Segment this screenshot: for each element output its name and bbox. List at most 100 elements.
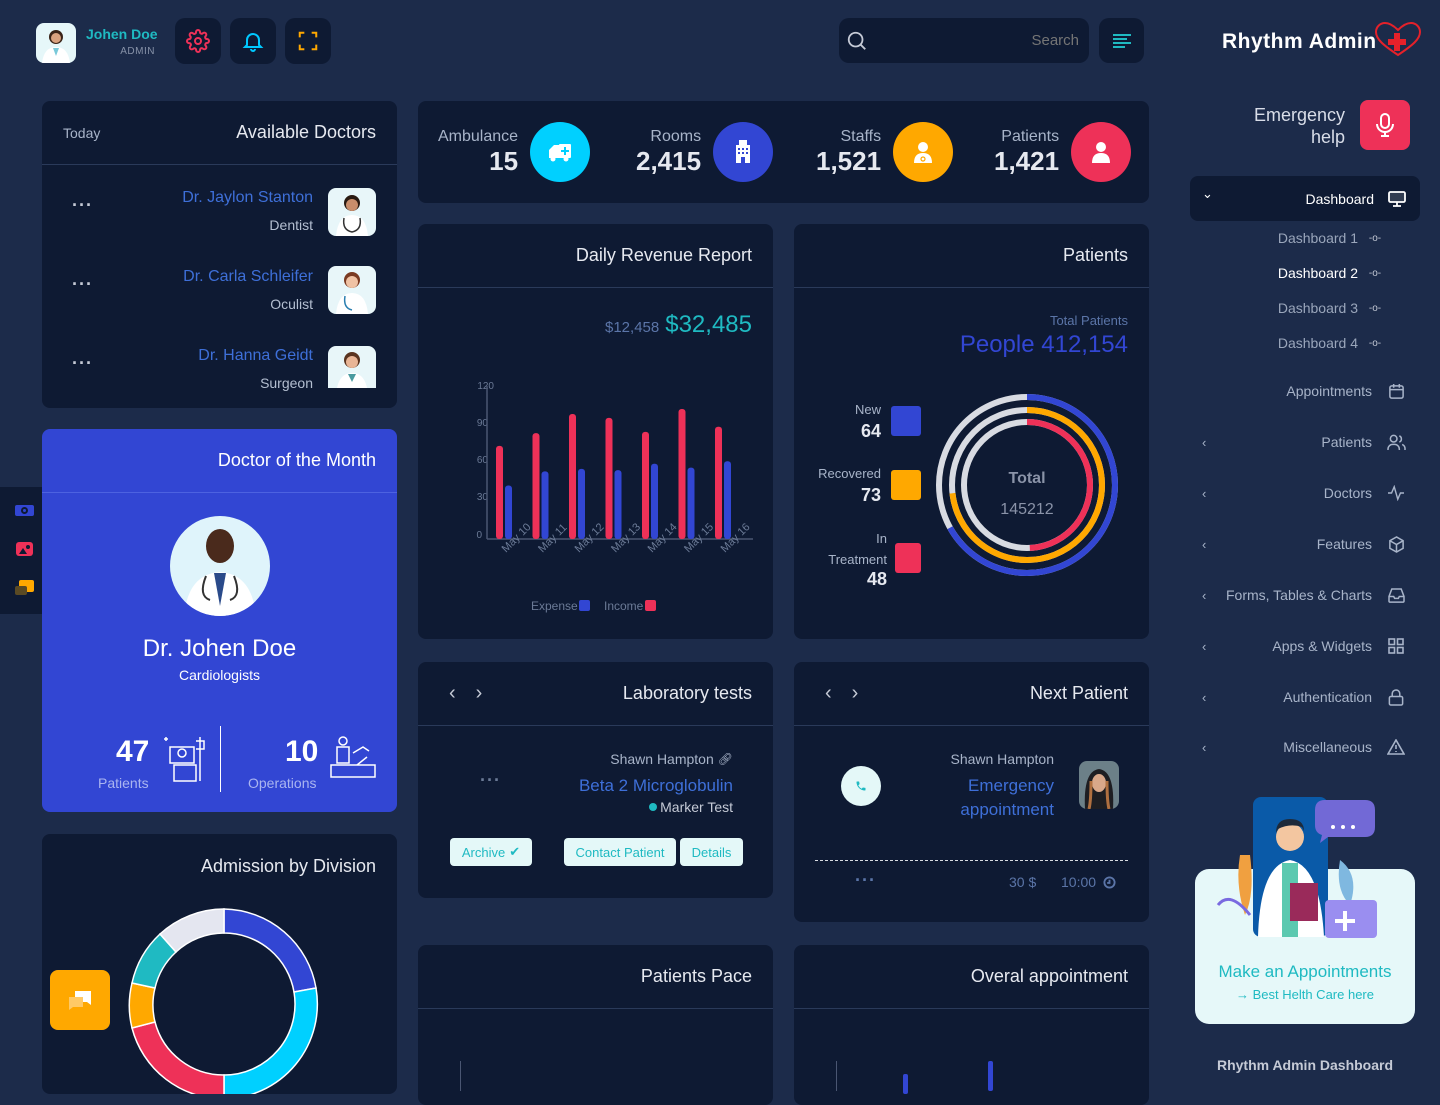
image-icon[interactable]	[16, 542, 33, 556]
legend-swatch	[895, 543, 921, 573]
activity-icon	[1388, 485, 1404, 501]
doctor-row[interactable]: ··· Dr. Hanna Geidt Surgeon	[42, 345, 397, 405]
card-title: Admission by Division	[200, 855, 376, 876]
more-options-icon[interactable]: ···	[72, 195, 93, 215]
legend-value: 73	[860, 485, 881, 505]
user-avatar[interactable]	[36, 23, 76, 63]
doctor-avatar	[328, 346, 376, 388]
sidebar-item-authentication[interactable]: ‹ Authentication	[1190, 677, 1420, 717]
details-button[interactable]: Details	[680, 838, 743, 866]
emergency-label: Emergency help	[1230, 104, 1345, 148]
user-role: ADMIN	[120, 46, 155, 57]
brand-logo[interactable]: Rhythm Admin	[1222, 22, 1423, 58]
sidebar-item-miscellaneous[interactable]: ‹ Miscellaneous	[1190, 727, 1420, 767]
doctor-row[interactable]: ··· Dr. Carla Schleifer Oculist	[42, 266, 397, 326]
doctor-row[interactable]: ··· Dr. Jaylon Stanton Dentist	[42, 187, 397, 247]
stat-rooms: Rooms 2,415	[636, 102, 774, 202]
card-title: Available Doctors	[236, 122, 376, 142]
sidebar-item-label: Dashboard	[1305, 190, 1375, 207]
chevron-left-icon: ‹	[1202, 689, 1207, 705]
promo-subtitle: → Best Helth Care here	[1235, 987, 1374, 1002]
camera-icon[interactable]	[15, 505, 34, 516]
operation-icon	[330, 736, 376, 778]
sidebar-item-features[interactable]: ‹ Features	[1190, 524, 1420, 564]
more-options-icon[interactable]: ···	[855, 870, 876, 890]
card-title: Patients	[1062, 245, 1128, 265]
sidebar-subitem-dashboard-3[interactable]: Dashboard 3 -o-	[1190, 293, 1420, 323]
svg-text:Total: Total	[1008, 470, 1045, 487]
subitem-label: Dashboard 2	[1277, 265, 1358, 281]
revenue-values: $12,458 $32,485	[605, 311, 752, 339]
sidebar-subitem-dashboard-4[interactable]: Dashboard 4 -o-	[1190, 328, 1420, 358]
dashed-divider	[815, 860, 1128, 861]
lab-test-name[interactable]: Beta 2 Microglobulin	[578, 776, 733, 795]
today-filter[interactable]: Today	[63, 124, 101, 141]
legend-value: 48	[866, 569, 887, 589]
more-options-icon[interactable]: ···	[72, 274, 93, 294]
doctor-avatar	[328, 266, 376, 314]
card-header: ‹ › Next Patient	[794, 662, 1149, 726]
next-arrow-icon[interactable]: ›	[851, 682, 859, 704]
sidebar-subitem-dashboard-2[interactable]: Dashboard 2 -o-	[1190, 258, 1420, 288]
sidebar-item-apps-widgets[interactable]: ‹ Apps & Widgets	[1190, 626, 1420, 666]
contact-patient-button[interactable]: Contact Patient	[564, 838, 676, 866]
sidebar-item-label: Appointments	[1286, 383, 1372, 399]
stat-label: Staffs	[840, 127, 882, 145]
card-header: ‹ › Laboratory tests	[418, 662, 773, 726]
fullscreen-icon	[298, 31, 318, 51]
notifications-button[interactable]	[230, 18, 276, 64]
svg-text:120: 120	[477, 381, 494, 392]
card-header: Doctor of the Month	[42, 429, 397, 493]
doctor-name[interactable]: Dr. Jaylon Stanton	[182, 189, 313, 206]
sidebar-item-forms-tables-charts[interactable]: ‹ Forms, Tables & Charts	[1190, 575, 1420, 615]
operations-label: Operations	[248, 775, 317, 791]
call-button[interactable]	[841, 766, 881, 806]
sidebar-item-dashboard[interactable]: ⌄ Dashboard	[1190, 176, 1420, 221]
appointment-price: 30 $	[1009, 874, 1037, 890]
patient-avatar	[1079, 761, 1119, 809]
doctor-name[interactable]: Dr. Hanna Geidt	[198, 347, 313, 364]
svg-text:30: 30	[477, 492, 489, 503]
more-options-icon[interactable]: ···	[480, 770, 501, 790]
chevron-left-icon: ‹	[1202, 587, 1207, 603]
card-title: Next Patient	[1029, 683, 1128, 703]
sidebar-item-patients[interactable]: ‹ Patients	[1190, 422, 1420, 462]
legend-swatch	[891, 406, 921, 436]
search-box[interactable]	[839, 18, 1089, 63]
users-icon	[1386, 434, 1406, 450]
doctor-avatar	[328, 188, 376, 236]
svg-text:May 13: May 13	[609, 521, 643, 555]
legend-value: 64	[860, 421, 881, 441]
emergency-line1: Emergency	[1253, 105, 1345, 125]
sidebar-item-doctors[interactable]: ‹ Doctors	[1190, 473, 1420, 513]
check-icon: ✔	[509, 844, 521, 859]
gear-icon	[186, 29, 210, 53]
doctor-specialty: Cardiologists	[179, 667, 260, 683]
sidebar-item-label: Features	[1316, 536, 1372, 552]
emergency-mic-button[interactable]	[1360, 100, 1410, 150]
search-input[interactable]	[879, 18, 1079, 63]
legend-label: In Treatment	[828, 531, 887, 567]
monitor-icon	[1388, 190, 1406, 207]
next-patient-card: ‹ › Next Patient Shawn Hampton Emergency…	[794, 662, 1149, 922]
search-icon	[847, 31, 866, 50]
legend-label: New	[854, 402, 881, 417]
sidebar-item-label: Apps & Widgets	[1272, 638, 1372, 654]
menu-toggle-button[interactable]	[1099, 18, 1144, 63]
prev-arrow-icon[interactable]: ‹	[825, 682, 832, 704]
heart-cross-icon	[1374, 22, 1421, 57]
sidebar-subitem-dashboard-1[interactable]: Dashboard 1 -o-	[1190, 223, 1420, 253]
more-options-icon[interactable]: ···	[72, 353, 93, 373]
bullet-icon: -o-	[1368, 232, 1382, 244]
card-header: Overal appointment	[794, 945, 1149, 1009]
chat-button[interactable]	[50, 970, 110, 1030]
doctor-name[interactable]: Dr. Carla Schleifer	[183, 268, 313, 285]
archive-button[interactable]: Archive ✔	[450, 838, 532, 866]
prev-arrow-icon[interactable]: ‹	[449, 682, 456, 704]
doctor-icon	[893, 122, 954, 182]
sidebar-item-appointments[interactable]: Appointments	[1190, 371, 1420, 411]
fullscreen-button[interactable]	[285, 18, 331, 64]
settings-button[interactable]	[175, 18, 221, 64]
chat-bubbles-icon	[69, 991, 91, 1010]
next-arrow-icon[interactable]: ›	[475, 682, 483, 704]
